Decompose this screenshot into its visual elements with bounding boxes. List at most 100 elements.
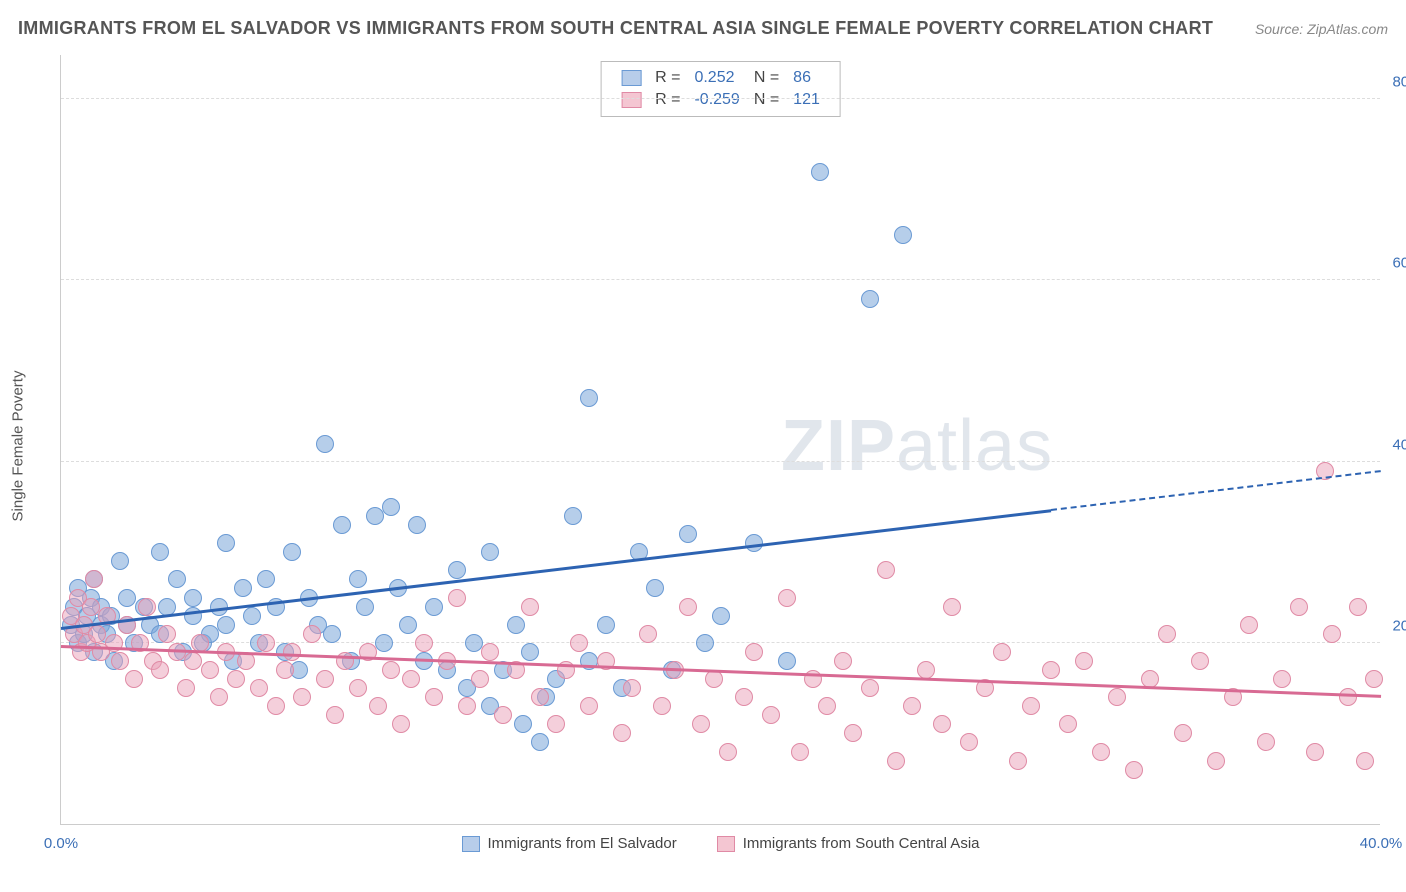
scatter-point: [267, 697, 285, 715]
scatter-point: [151, 543, 169, 561]
scatter-point: [82, 598, 100, 616]
scatter-point: [623, 679, 641, 697]
y-tick-label: 40.0%: [1392, 436, 1406, 453]
scatter-point: [903, 697, 921, 715]
scatter-point: [861, 290, 879, 308]
scatter-point: [1323, 625, 1341, 643]
legend-correlation-table: R = 0.252 N = 86 R = -0.259 N = 121: [613, 66, 828, 112]
scatter-point: [1240, 616, 1258, 634]
scatter-point: [326, 706, 344, 724]
scatter-point: [356, 598, 374, 616]
scatter-point: [1059, 715, 1077, 733]
scatter-point: [283, 643, 301, 661]
scatter-point: [1125, 761, 1143, 779]
scatter-point: [653, 697, 671, 715]
scatter-point: [719, 743, 737, 761]
scatter-point: [217, 616, 235, 634]
scatter-point: [1290, 598, 1308, 616]
scatter-point: [692, 715, 710, 733]
scatter-point: [158, 625, 176, 643]
scatter-point: [811, 163, 829, 181]
scatter-point: [111, 652, 129, 670]
grid-line: [61, 98, 1380, 99]
scatter-point: [349, 570, 367, 588]
scatter-point: [570, 634, 588, 652]
scatter-point: [234, 579, 252, 597]
scatter-point: [712, 607, 730, 625]
plot-area: ZIPatlas R = 0.252 N = 86 R = -0.259 N =…: [60, 55, 1380, 825]
scatter-point: [399, 616, 417, 634]
trend-line: [1051, 471, 1381, 512]
title-bar: IMMIGRANTS FROM EL SALVADOR VS IMMIGRANT…: [18, 18, 1388, 39]
scatter-point: [481, 543, 499, 561]
scatter-point: [283, 543, 301, 561]
scatter-point: [382, 498, 400, 516]
trend-line: [61, 509, 1051, 629]
scatter-point: [448, 589, 466, 607]
scatter-point: [1306, 743, 1324, 761]
scatter-point: [177, 679, 195, 697]
scatter-point: [375, 634, 393, 652]
scatter-point: [494, 706, 512, 724]
scatter-point: [1273, 670, 1291, 688]
scatter-point: [531, 733, 549, 751]
y-axis-title: Single Female Poverty: [10, 371, 27, 522]
scatter-point: [639, 625, 657, 643]
scatter-point: [1339, 688, 1357, 706]
scatter-point: [392, 715, 410, 733]
scatter-point: [151, 661, 169, 679]
legend-n-value: 121: [787, 90, 826, 110]
scatter-point: [597, 616, 615, 634]
scatter-point: [415, 634, 433, 652]
scatter-point: [531, 688, 549, 706]
chart-title: IMMIGRANTS FROM EL SALVADOR VS IMMIGRANT…: [18, 18, 1213, 39]
scatter-point: [402, 670, 420, 688]
watermark: ZIPatlas: [781, 405, 1053, 487]
y-tick-label: 80.0%: [1392, 74, 1406, 91]
legend-row-series1: R = 0.252 N = 86: [615, 68, 826, 88]
scatter-point: [894, 226, 912, 244]
legend-label-series2: Immigrants from South Central Asia: [743, 835, 980, 852]
scatter-point: [210, 688, 228, 706]
grid-line: [61, 279, 1380, 280]
scatter-point: [217, 534, 235, 552]
scatter-point: [564, 507, 582, 525]
legend-row-series2: R = -0.259 N = 121: [615, 90, 826, 110]
x-tick-label: 0.0%: [44, 835, 78, 852]
scatter-point: [1158, 625, 1176, 643]
legend-item-series2: Immigrants from South Central Asia: [717, 835, 980, 852]
scatter-point: [408, 516, 426, 534]
scatter-point: [111, 552, 129, 570]
legend-n-value: 86: [787, 68, 826, 88]
y-tick-label: 60.0%: [1392, 255, 1406, 272]
scatter-point: [705, 670, 723, 688]
scatter-point: [818, 697, 836, 715]
scatter-point: [227, 670, 245, 688]
scatter-point: [349, 679, 367, 697]
scatter-point: [917, 661, 935, 679]
scatter-point: [993, 643, 1011, 661]
scatter-point: [861, 679, 879, 697]
scatter-point: [646, 579, 664, 597]
legend-swatch-series1: [621, 70, 641, 86]
scatter-point: [521, 643, 539, 661]
scatter-point: [333, 516, 351, 534]
scatter-point: [425, 688, 443, 706]
scatter-point: [316, 435, 334, 453]
scatter-point: [184, 652, 202, 670]
scatter-point: [580, 697, 598, 715]
scatter-point: [276, 661, 294, 679]
scatter-point: [1257, 733, 1275, 751]
scatter-point: [877, 561, 895, 579]
scatter-point: [735, 688, 753, 706]
scatter-point: [778, 589, 796, 607]
scatter-point: [745, 643, 763, 661]
scatter-point: [679, 598, 697, 616]
scatter-point: [887, 752, 905, 770]
scatter-point: [1108, 688, 1126, 706]
scatter-point: [458, 697, 476, 715]
scatter-point: [580, 389, 598, 407]
scatter-point: [425, 598, 443, 616]
legend-swatch-series2: [621, 92, 641, 108]
scatter-point: [1365, 670, 1383, 688]
